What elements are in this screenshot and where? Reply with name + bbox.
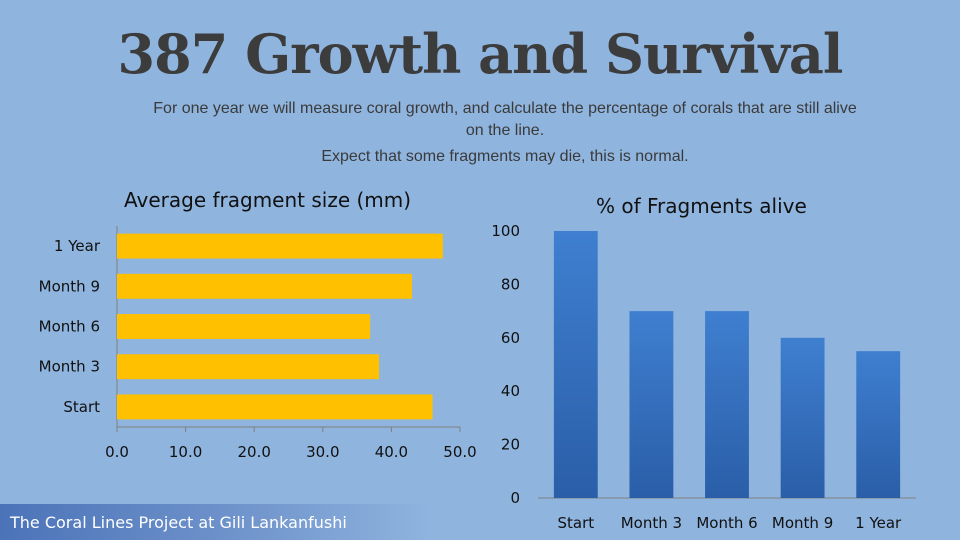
bar-category-label: Month 6 [39,318,100,336]
bar-start [117,394,433,420]
column-start [553,231,598,498]
footer-text: The Coral Lines Project at Gili Lankanfu… [10,513,347,532]
col-y-tick-label: 0 [510,489,520,507]
fragments-alive-chart-title: % of Fragments alive [596,194,807,218]
bar-x-tick-label: 50.0 [443,443,476,461]
col-y-tick-label: 60 [501,329,520,347]
bar-category-label: Start [63,398,100,416]
col-category-label: Month 6 [696,514,757,532]
slide-subtitle: For one year we will measure coral growt… [153,100,857,139]
column-month-6 [705,311,749,498]
col-y-tick-label: 40 [501,382,520,400]
fragment-size-chart-title: Average fragment size (mm) [124,188,412,212]
bar-category-label: Month 3 [39,358,100,376]
col-y-tick-label: 100 [491,222,520,240]
bar-1-year [117,233,443,259]
bar-x-tick-label: 10.0 [169,443,202,461]
bar-x-tick-label: 40.0 [375,443,408,461]
bar-month-6 [117,314,371,339]
fragments-alive-chart: 0 20 40 60 80 100 Start Month 3 Month 6 Month 9 1 … [491,222,916,532]
col-category-label: Month 3 [621,514,682,532]
col-category-label: 1 Year [855,514,902,532]
slide-title: 387 Growth and Survival [117,22,844,86]
column-month-9 [780,337,825,498]
footer-band: The Coral Lines Project at Gili Lankanfu… [0,504,430,540]
bar-x-tick-label: 0.0 [105,443,129,461]
fragment-size-chart: Start Month 3 Month 6 Month 9 1 Year 0.0 10.0 2… [39,226,477,461]
bar-month-3 [117,354,380,380]
bar-category-label: Month 9 [39,277,100,295]
bar-month-9 [117,273,412,299]
col-category-label: Start [557,514,594,532]
slide-note: Expect that some fragments may die, this… [321,148,689,165]
bar-category-label: 1 Year [54,237,101,255]
column-month-3 [629,311,674,498]
column-1-year [856,351,901,498]
col-y-tick-label: 80 [501,275,520,293]
col-y-tick-label: 20 [501,436,520,454]
col-category-label: Month 9 [772,514,833,532]
bar-x-tick-label: 30.0 [306,443,339,461]
bar-x-tick-label: 20.0 [237,443,270,461]
